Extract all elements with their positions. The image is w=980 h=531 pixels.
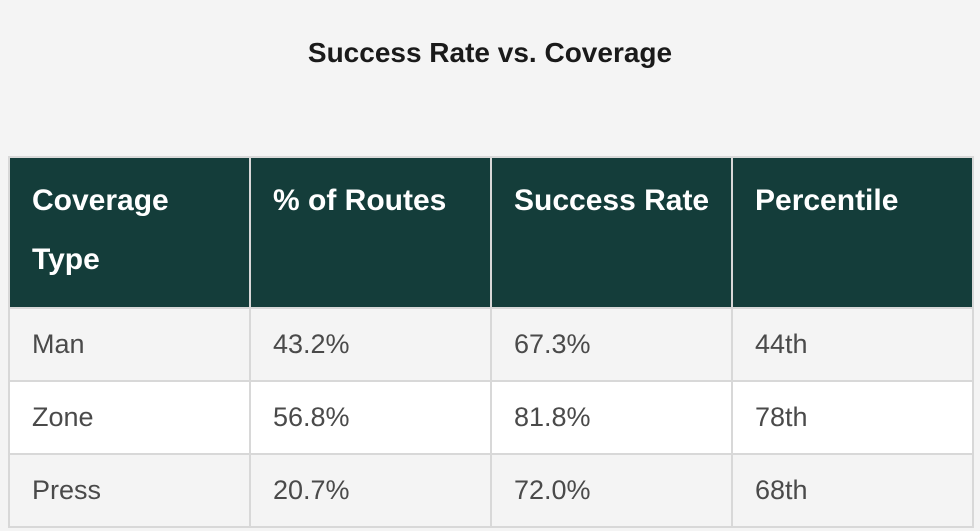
- header-percentile: Percentile: [731, 156, 974, 309]
- table-title: Success Rate vs. Coverage: [307, 37, 673, 68]
- table-row: Press 20.7% 72.0% 68th: [8, 453, 974, 528]
- cell-percent-of-routes: 43.2%: [249, 307, 492, 382]
- table-container: Coverage Type % of Routes Success Rate P…: [8, 156, 974, 528]
- cell-success-rate: 72.0%: [490, 453, 733, 528]
- table-row: Zone 56.8% 81.8% 78th: [8, 380, 974, 455]
- table-row: Man 43.2% 67.3% 44th: [8, 307, 974, 382]
- cell-percentile: 78th: [731, 380, 974, 455]
- cell-percent-of-routes: 56.8%: [249, 380, 492, 455]
- cell-percentile: 44th: [731, 307, 974, 382]
- cell-percent-of-routes: 20.7%: [249, 453, 492, 528]
- cell-coverage-type: Man: [8, 307, 251, 382]
- cell-success-rate: 67.3%: [490, 307, 733, 382]
- cell-coverage-type: Zone: [8, 380, 251, 455]
- cell-success-rate: 81.8%: [490, 380, 733, 455]
- coverage-table: Coverage Type % of Routes Success Rate P…: [8, 156, 974, 528]
- cell-coverage-type: Press: [8, 453, 251, 528]
- header-row: Coverage Type % of Routes Success Rate P…: [8, 156, 974, 309]
- header-percent-of-routes: % of Routes: [249, 156, 492, 309]
- cell-percentile: 68th: [731, 453, 974, 528]
- header-success-rate: Success Rate: [490, 156, 733, 309]
- header-coverage-type: Coverage Type: [8, 156, 251, 309]
